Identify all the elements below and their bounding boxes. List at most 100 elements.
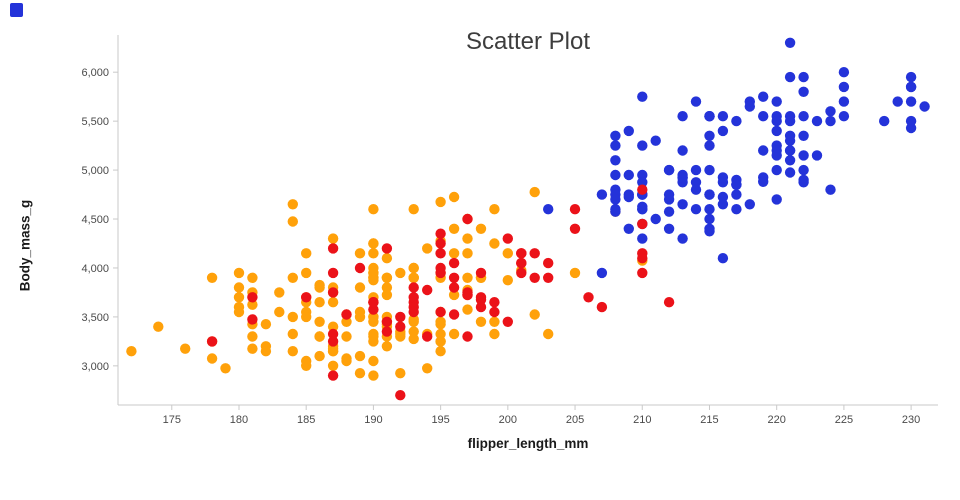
- data-point-blue: [704, 204, 715, 215]
- data-point-blue: [610, 140, 621, 151]
- data-point-blue: [663, 164, 675, 176]
- data-point-orange: [368, 262, 379, 274]
- data-point-blue: [905, 115, 917, 127]
- y-tick-label: 4,500: [81, 214, 109, 226]
- data-point-blue: [784, 115, 796, 127]
- data-point-orange: [408, 262, 419, 274]
- data-point-blue: [623, 125, 634, 137]
- data-point-red: [462, 331, 473, 342]
- data-point-red: [368, 304, 379, 315]
- x-tick-label: 180: [230, 414, 248, 426]
- x-axis-title: flipper_length_mm: [467, 436, 589, 451]
- data-point-blue: [637, 140, 648, 151]
- data-point-blue: [663, 189, 675, 200]
- data-point-blue: [771, 145, 782, 156]
- data-point-orange: [529, 186, 540, 198]
- data-point-red: [408, 292, 419, 303]
- data-point-orange: [301, 267, 312, 279]
- data-point-red: [569, 223, 581, 234]
- data-point-red: [448, 257, 460, 269]
- data-point-orange: [395, 368, 406, 379]
- data-point-orange: [368, 204, 379, 215]
- chart-title: Scatter Plot: [465, 28, 591, 55]
- data-point-orange: [543, 328, 554, 340]
- x-tick-label: 190: [364, 414, 382, 426]
- y-tick-label: 3,500: [81, 312, 109, 324]
- data-point-orange: [368, 275, 379, 286]
- data-point-red: [381, 316, 393, 327]
- data-point-orange: [327, 360, 339, 371]
- data-point-red: [475, 267, 487, 279]
- data-point-blue: [650, 135, 661, 146]
- y-tick-label: 6,000: [81, 67, 109, 79]
- data-point-orange: [314, 279, 325, 291]
- data-point-red: [529, 272, 540, 283]
- data-point-red: [543, 257, 554, 269]
- data-point-blue: [731, 179, 742, 190]
- data-point-red: [247, 314, 258, 325]
- data-point-orange: [314, 297, 325, 308]
- data-point-blue: [677, 111, 688, 122]
- data-point-red: [395, 311, 406, 323]
- data-point-orange: [368, 238, 379, 249]
- data-point-orange: [126, 346, 137, 357]
- data-point-blue: [758, 111, 769, 122]
- data-point-blue: [731, 204, 742, 215]
- data-point-red: [448, 282, 460, 293]
- data-point-red: [422, 331, 433, 342]
- data-point-blue: [798, 111, 809, 122]
- data-point-orange: [381, 272, 393, 283]
- data-point-orange: [368, 355, 379, 367]
- data-point-red: [381, 326, 393, 337]
- data-point-blue: [717, 191, 729, 203]
- data-point-orange: [368, 248, 379, 259]
- data-point-orange: [341, 355, 352, 367]
- data-point-red: [395, 390, 406, 401]
- data-point-orange: [489, 316, 500, 327]
- data-point-blue: [771, 96, 782, 107]
- data-point-red: [327, 328, 339, 340]
- data-point-blue: [690, 164, 702, 176]
- data-point-orange: [314, 331, 325, 342]
- data-point-blue: [798, 164, 809, 176]
- x-tick-label: 200: [499, 414, 517, 426]
- data-point-red: [327, 287, 339, 298]
- data-point-red: [516, 267, 527, 279]
- data-point-orange: [341, 331, 352, 342]
- data-point-blue: [771, 164, 782, 176]
- data-point-orange: [354, 282, 366, 293]
- data-point-blue: [610, 155, 621, 166]
- data-point-orange: [502, 248, 513, 259]
- data-point-orange: [462, 233, 473, 244]
- data-point-red: [583, 292, 594, 303]
- data-point-blue: [758, 145, 769, 156]
- data-point-orange: [247, 299, 258, 310]
- y-axis-title: Body_mass_g: [17, 199, 33, 292]
- data-point-orange: [260, 319, 272, 330]
- data-point-orange: [395, 328, 406, 340]
- data-point-blue: [838, 96, 850, 107]
- data-point-blue: [610, 206, 621, 217]
- data-point-orange: [247, 343, 258, 354]
- data-point-orange: [435, 336, 446, 347]
- data-point-blue: [704, 164, 715, 176]
- data-point-orange: [206, 353, 218, 364]
- data-point-blue: [543, 204, 554, 215]
- data-point-blue: [690, 184, 702, 195]
- data-point-red: [381, 243, 393, 254]
- x-tick-label: 220: [768, 414, 786, 426]
- y-tick-label: 4,000: [81, 263, 109, 275]
- data-point-orange: [301, 248, 312, 259]
- data-point-orange: [422, 243, 433, 254]
- data-point-blue: [690, 177, 702, 188]
- data-point-orange: [153, 321, 164, 332]
- data-point-blue: [610, 169, 621, 181]
- data-point-red: [247, 292, 258, 303]
- data-point-blue: [758, 91, 769, 102]
- x-tick-label: 215: [700, 414, 718, 426]
- data-point-orange: [260, 346, 272, 357]
- data-point-blue: [784, 167, 796, 178]
- data-point-blue: [704, 130, 715, 141]
- data-point-orange: [448, 248, 460, 259]
- data-point-blue: [784, 37, 796, 48]
